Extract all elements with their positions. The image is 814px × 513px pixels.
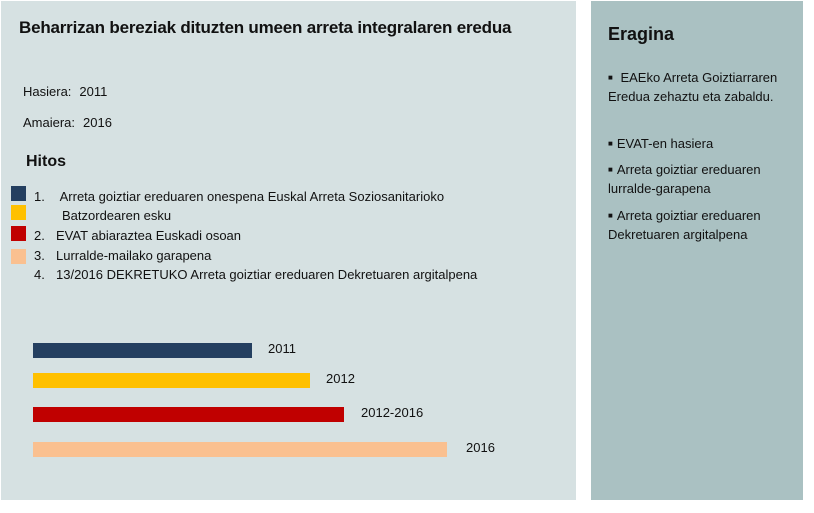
start-date: Hasiera: 2011 [23,84,107,99]
timeline-bar [33,343,252,358]
milestone-number: 3. [34,248,45,263]
timeline-bar [33,373,310,388]
milestone-item: 3. Lurralde-mailako garapena [34,247,211,265]
impact-item: ■ EAEko Arreta Goiztiarraren Eredua zeha… [608,68,798,106]
legend-swatch [11,186,26,201]
milestone-text: 13/2016 DEKRETUKO Arreta goiztiar eredua… [56,267,478,282]
timeline-bar [33,442,447,457]
impact-panel: Eragina ■ EAEko Arreta Goiztiarraren Ere… [591,1,803,500]
start-label: Hasiera: [23,84,72,99]
legend-swatch [11,205,26,220]
end-date: Amaiera: 2016 [23,115,112,130]
milestone-text: EVAT abiaraztea Euskadi osoan [56,228,242,243]
bar-data-label: 2012 [326,371,355,386]
end-value: 2016 [83,115,112,130]
timeline-bar [33,407,344,422]
bullet-icon: ■ [608,139,613,148]
start-value: 2011 [79,84,108,99]
bullet-icon: ■ [608,73,613,82]
milestone-text: Lurralde-mailako garapena [56,248,212,263]
milestones-title: Hitos [26,153,66,170]
bullet-icon: ■ [608,211,613,220]
milestone-item: 2. EVAT abiaraztea Euskadi osoan [34,227,241,245]
project-panel: Beharrizan bereziak dituzten umeen arret… [1,1,576,500]
legend-swatch [11,226,26,241]
end-label: Amaiera: [23,115,76,130]
milestone-number: 2. [34,228,45,243]
bar-data-label: 2012-2016 [361,405,424,420]
impact-text: Arreta goiztiar ereduaren Dekretuaren ar… [608,208,761,242]
legend-swatch [11,249,26,264]
impact-text: EVAT-en hasiera [616,136,714,151]
milestone-number: 4. [34,267,45,282]
milestone-number: 1. [34,189,45,204]
impact-text: EAEko Arreta Goiztiarraren Eredua zehazt… [608,70,778,104]
impact-item: ■ EVAT-en hasiera [608,134,798,153]
milestone-continuation: Batzordearen esku [62,208,172,223]
impact-title: Eragina [608,24,675,44]
bullet-icon: ■ [608,165,613,174]
milestone-text: Arreta goiztiar ereduaren onespena Euska… [59,189,445,204]
project-title: Beharrizan bereziak dituzten umeen arret… [19,18,512,37]
impact-item: ■ Arreta goiztiar ereduaren lurralde-gara… [608,160,798,198]
bar-data-label: 2011 [268,341,296,356]
bar-data-label: 2016 [466,440,495,455]
impact-text: Arreta goiztiar ereduaren lurralde-garap… [608,162,761,196]
impact-item: ■ Arreta goiztiar ereduaren Dekretuaren a… [608,206,798,244]
milestone-item: 4. 13/2016 DEKRETUKO Arreta goiztiar ered… [34,266,477,284]
milestone-item: 1. Arreta goiztiar ereduaren onespena Eu… [34,188,444,206]
